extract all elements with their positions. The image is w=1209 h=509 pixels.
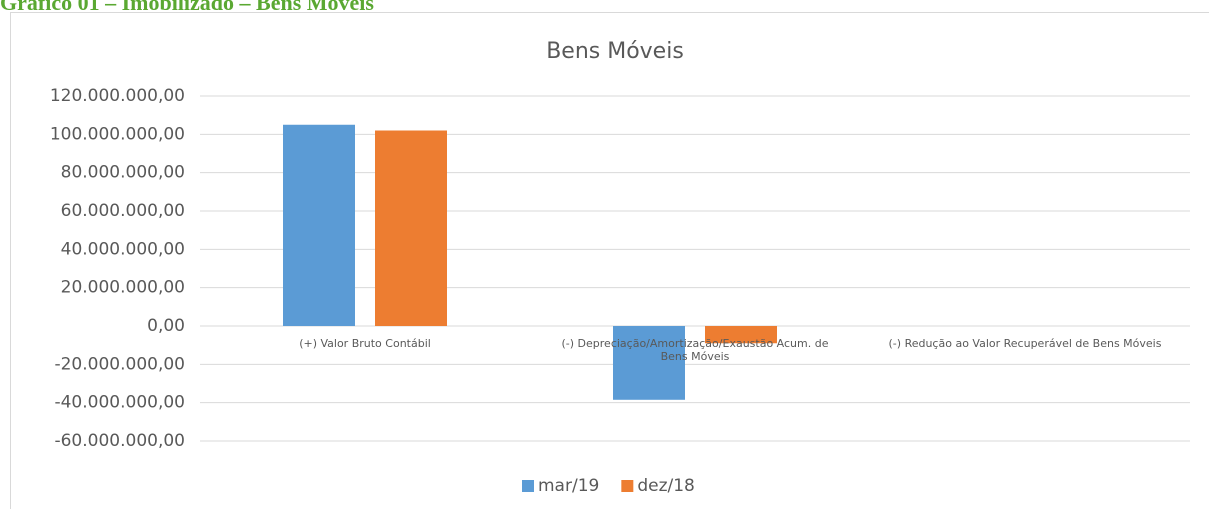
bar [705, 326, 777, 344]
y-tick-label: 20.000.000,00 [61, 278, 185, 298]
legend-swatch [522, 480, 534, 492]
legend-label: dez/18 [637, 476, 695, 496]
chart-title: Bens Móveis [546, 39, 684, 64]
chart-border [10, 12, 1209, 509]
y-tick-label: -40.000.000,00 [54, 393, 185, 413]
x-tick-label: (+) Valor Bruto Contábil [299, 337, 431, 350]
y-tick-label: 60.000.000,00 [61, 201, 185, 221]
x-tick-label: (-) Redução ao Valor Recuperável de Bens… [888, 337, 1162, 350]
legend-label: mar/19 [538, 476, 599, 496]
heading: Gráfico 01 – Imobilizado – Bens Móveis [0, 0, 374, 15]
y-tick-label: 80.000.000,00 [61, 163, 185, 183]
bar [283, 124, 355, 326]
bar [375, 130, 447, 326]
y-tick-label: 0,00 [147, 316, 185, 336]
y-tick-label: -60.000.000,00 [54, 431, 185, 451]
bar [613, 326, 685, 400]
y-tick-label: 100.000.000,00 [50, 124, 185, 144]
y-tick-label: -20.000.000,00 [54, 354, 185, 374]
legend-swatch [621, 480, 634, 492]
y-tick-label: 40.000.000,00 [61, 239, 185, 259]
x-tick-label: (-) Depreciação/Amortização/Exaustão Acu… [561, 337, 829, 363]
y-tick-label: 120.000.000,00 [50, 86, 185, 106]
